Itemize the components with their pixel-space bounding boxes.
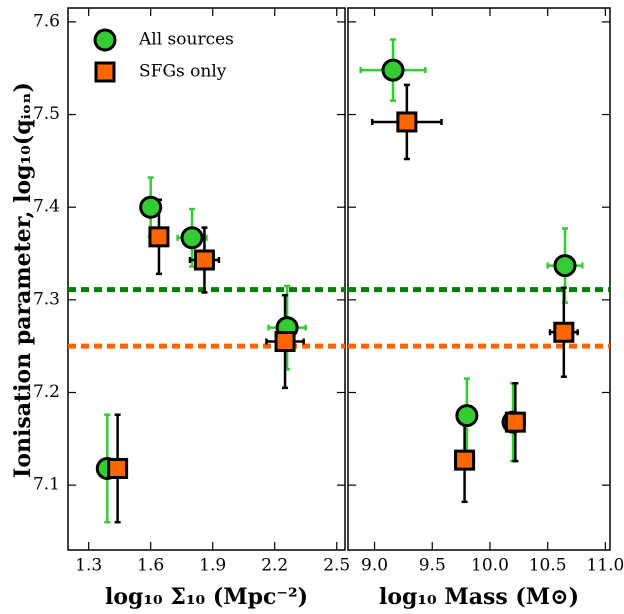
legend-marker [94,61,116,83]
marker [553,321,575,343]
marker [148,226,170,248]
x-tick-label: 1.6 [137,556,164,576]
y-tick-label: 7.3 [33,289,60,309]
x-tick-label: 9.0 [361,556,388,576]
x-tick-label: 1.3 [75,556,102,576]
y-axis-label: Ionisation parameter, log₁₀(qᵢₒₙ) [10,82,36,478]
x-axis-label: log₁₀ Mass (M⊙) [379,584,579,610]
legend-label: SFGs only [139,62,227,82]
plot-frame [347,7,611,551]
marker [553,254,577,278]
y-tick-label: 7.6 [33,11,60,31]
y-tick-label: 7.2 [33,382,60,402]
y-tick-label: 7.5 [33,104,60,124]
plot-frame [67,7,346,551]
marker [455,404,479,428]
marker [107,457,129,479]
x-tick-label: 10.0 [471,556,509,576]
x-tick-label: 10.5 [529,556,567,576]
legend-label: All sources [138,30,234,50]
y-tick-label: 7.4 [33,197,60,217]
legend-marker [93,28,117,52]
marker [381,58,405,82]
marker [454,449,476,471]
x-tick-label: 2.2 [261,556,288,576]
marker [274,331,296,353]
marker [193,249,215,271]
y-tick-label: 7.1 [33,475,60,495]
x-tick-label: 9.5 [419,556,446,576]
x-tick-label: 2.5 [323,556,350,576]
x-tick-label: 1.9 [199,556,226,576]
x-tick-label: 11.0 [586,556,624,576]
marker [504,411,526,433]
x-axis-label: log₁₀ Σ₁₀ (Mpc⁻²) [105,584,308,610]
marker [180,226,204,250]
marker [396,111,418,133]
marker [139,195,163,219]
